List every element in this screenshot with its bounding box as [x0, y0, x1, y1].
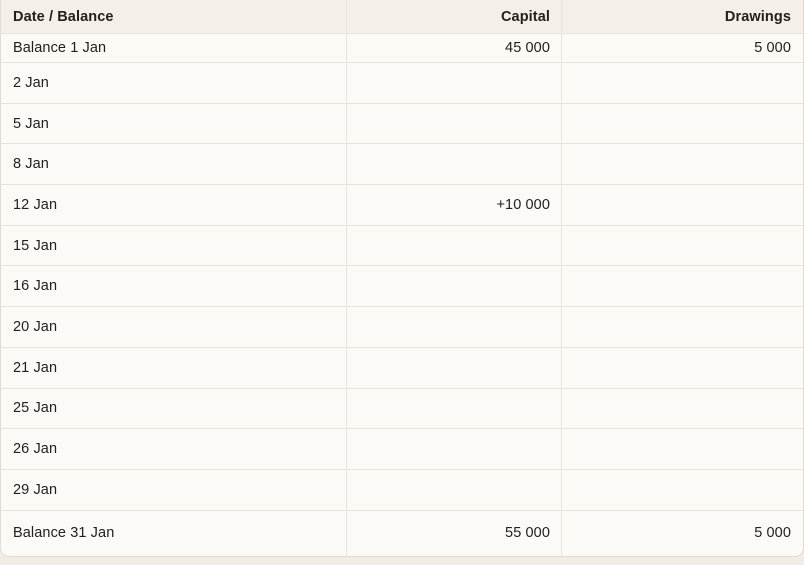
table-row: 16 Jan [1, 265, 803, 307]
capital-cell [346, 388, 561, 429]
capital-cell [346, 307, 561, 347]
table-row: Balance 31 Jan 55 000 5 000 [1, 509, 803, 556]
capital-cell: 45 000 [346, 34, 561, 62]
table-row: 25 Jan [1, 387, 803, 429]
date-cell: 8 Jan [13, 156, 49, 173]
drawings-cell [561, 225, 803, 266]
capital-cell: +10 000 [346, 185, 561, 225]
capital-cell [346, 225, 561, 266]
date-cell: 15 Jan [13, 237, 58, 254]
date-cell: Balance 31 Jan [13, 525, 115, 542]
table-row: 15 Jan [1, 224, 803, 266]
capital-cell [346, 469, 561, 510]
table-row: 26 Jan [1, 428, 803, 469]
capital-cell: 55 000 [346, 510, 561, 556]
date-cell: 29 Jan [13, 481, 58, 498]
capital-cell [346, 103, 561, 144]
drawings-cell [561, 469, 803, 510]
drawings-cell [561, 307, 803, 347]
capital-cell [346, 63, 561, 103]
date-cell: 25 Jan [13, 400, 58, 417]
date-cell: 26 Jan [13, 441, 58, 458]
drawings-cell [561, 429, 803, 469]
column-header-date-balance: Date / Balance [13, 8, 114, 25]
table-row: 2 Jan [1, 62, 803, 103]
drawings-cell [561, 63, 803, 103]
date-cell: 5 Jan [13, 115, 49, 132]
drawings-cell [561, 185, 803, 225]
drawings-cell: 5 000 [561, 34, 803, 62]
table-row: 12 Jan +10 000 [1, 184, 803, 225]
column-header-capital: Capital [346, 0, 561, 33]
drawings-cell [561, 388, 803, 429]
column-header-drawings: Drawings [561, 0, 803, 33]
date-cell: 2 Jan [13, 74, 49, 91]
capital-cell [346, 266, 561, 307]
capital-cell [346, 429, 561, 469]
drawings-cell: 5 000 [561, 510, 803, 556]
capital-cell [346, 144, 561, 185]
date-cell: 16 Jan [13, 278, 58, 295]
table-row: 21 Jan [1, 346, 803, 388]
table-row: 20 Jan [1, 306, 803, 347]
table-body: Balance 1 Jan 45 000 5 000 2 Jan 5 Jan 8… [1, 33, 803, 556]
table-row: 5 Jan [1, 102, 803, 144]
date-cell: 20 Jan [13, 318, 58, 335]
drawings-cell [561, 266, 803, 307]
table-header-row: Date / Balance Capital Drawings [1, 0, 803, 33]
table-row: 8 Jan [1, 143, 803, 185]
drawings-cell [561, 347, 803, 388]
table-row: 29 Jan [1, 468, 803, 510]
drawings-cell [561, 103, 803, 144]
capital-cell [346, 347, 561, 388]
table-row: Balance 1 Jan 45 000 5 000 [1, 33, 803, 62]
drawings-cell [561, 144, 803, 185]
date-cell: 12 Jan [13, 196, 58, 213]
date-cell: 21 Jan [13, 359, 58, 376]
date-cell: Balance 1 Jan [13, 40, 107, 56]
